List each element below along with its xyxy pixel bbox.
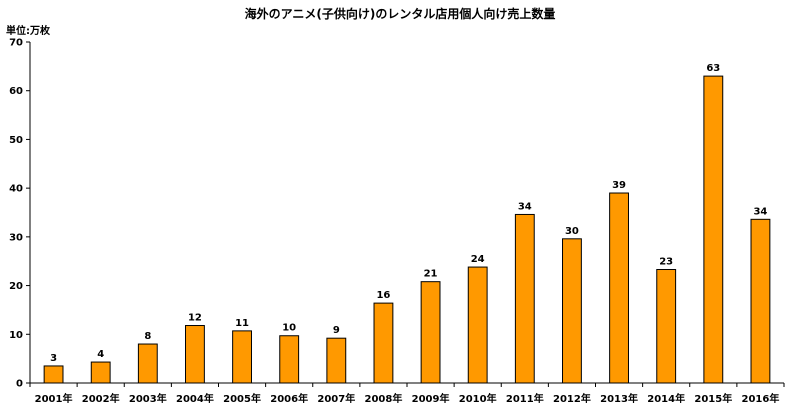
bar [656, 268, 677, 384]
y-tick-label: 0 [16, 379, 23, 390]
bars [43, 75, 771, 384]
bar-data-label: 21 [424, 269, 438, 280]
bar [185, 325, 205, 384]
bar-data-label: 34 [753, 206, 767, 217]
y-tick-label: 20 [9, 281, 23, 292]
bar-data-label: 3 [50, 353, 57, 364]
bar [562, 238, 582, 384]
bar-data-label: 63 [706, 63, 720, 74]
x-category-label: 2004年 [176, 392, 214, 405]
y-tick-label: 70 [9, 38, 23, 49]
x-category-label: 2001年 [35, 392, 73, 405]
bar-data-label: 8 [144, 331, 151, 342]
bar-data-label: 30 [565, 226, 579, 237]
y-tick-label: 30 [9, 232, 23, 243]
x-category-label: 2011年 [506, 392, 544, 405]
x-category-label: 2009年 [412, 392, 450, 405]
y-tick-label: 40 [9, 184, 23, 195]
y-tick-label: 60 [9, 86, 23, 97]
x-axis: 2001年 2002年 2003年 2004年 2005年 2006年 2007年 2008年… [29, 382, 785, 405]
bar-data-label: 10 [282, 323, 296, 334]
x-category-label: 2005年 [223, 392, 261, 405]
bar-data-label: 9 [333, 325, 340, 336]
y-tick-label: 10 [9, 330, 23, 341]
x-category-label: 2013年 [600, 392, 638, 405]
bar-data-label: 11 [235, 318, 249, 329]
x-category-label: 2014年 [647, 392, 685, 405]
bar [750, 218, 771, 384]
x-category-label: 2002年 [82, 392, 120, 405]
bar-data-label: 12 [188, 313, 202, 324]
bar-data-label: 34 [518, 201, 532, 212]
bar [703, 75, 724, 384]
bar [420, 281, 441, 384]
x-category-label: 2015年 [694, 392, 732, 405]
x-category-label: 2007年 [317, 392, 355, 405]
bar [232, 330, 252, 384]
bar-data-label: 24 [471, 254, 485, 265]
bar [326, 337, 347, 384]
bar [137, 343, 158, 384]
bar [373, 302, 394, 384]
y-tick-label: 50 [9, 135, 23, 146]
bar [90, 361, 111, 384]
x-category-label: 2012年 [553, 392, 591, 405]
x-category-label: 2003年 [129, 392, 167, 405]
unit-label: 単位:万枚 [6, 24, 51, 37]
bar-data-label: 23 [659, 256, 673, 267]
bar [43, 365, 64, 384]
bar [514, 213, 535, 384]
x-category-label: 2006年 [270, 392, 308, 405]
bar-data-label: 39 [612, 180, 626, 191]
chart-title: 海外のアニメ(子供向け)のレンタル店用個人向け売上数量 [245, 6, 556, 21]
x-category-label: 2016年 [742, 392, 780, 405]
bar [467, 266, 488, 384]
bar [279, 335, 300, 384]
x-category-label: 2010年 [459, 392, 497, 405]
bar-data-label: 16 [376, 290, 390, 301]
x-category-label: 2008年 [365, 392, 403, 405]
bar-data-label: 4 [97, 349, 104, 360]
bar [609, 192, 629, 384]
y-axis: 0 10 20 30 40 50 60 70 [9, 38, 31, 390]
